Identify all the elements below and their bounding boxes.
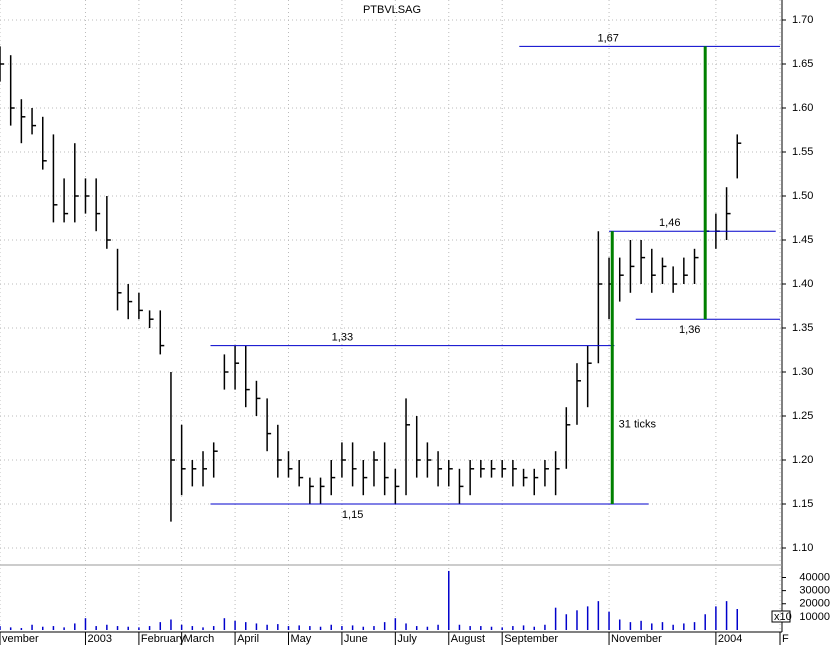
x-tick-label: August — [451, 633, 485, 645]
x-tick-label: 2004 — [718, 633, 742, 645]
x-tick-label: March — [184, 633, 215, 645]
y-tick-label: 1.55 — [792, 146, 813, 158]
y-tick-label: 1.25 — [792, 410, 813, 422]
level-label: 1,36 — [679, 324, 700, 336]
y-tick-label: 1.70 — [792, 14, 813, 26]
y-tick-label: 1.30 — [792, 366, 813, 378]
y-tick-label: 1.60 — [792, 102, 813, 114]
y-tick-label: 1.65 — [792, 58, 813, 70]
volume-tick-label: 10000 — [799, 611, 830, 623]
y-tick-label: 1.15 — [792, 498, 813, 510]
y-tick-label: 1.10 — [792, 542, 813, 554]
volume-unit-box — [771, 610, 791, 623]
y-tick-label: 1.40 — [792, 278, 813, 290]
level-label: 1,15 — [342, 509, 363, 521]
x-tick-label: November — [611, 633, 662, 645]
note: 31 ticks — [619, 419, 657, 431]
level-label: 1,33 — [332, 332, 353, 344]
level-label: 1,46 — [659, 217, 680, 229]
x-tick-label: May — [290, 633, 311, 645]
y-tick-label: 1.20 — [792, 454, 813, 466]
volume-unit: x10 — [774, 611, 792, 623]
volume-tick-label: 30000 — [799, 585, 830, 597]
x-tick-label: June — [344, 633, 368, 645]
volume-tick-label: 20000 — [799, 598, 830, 610]
x-tick-label: September — [504, 633, 558, 645]
y-tick-label: 1.50 — [792, 190, 813, 202]
y-tick-label: 1.35 — [792, 322, 813, 334]
x-tick-label: 2003 — [87, 633, 111, 645]
level-label: 1,67 — [598, 32, 619, 44]
x-tick-label: July — [397, 633, 417, 645]
y-tick-label: 1.45 — [792, 234, 813, 246]
chart-title: PTBVLSAG — [363, 4, 421, 16]
volume-tick-label: 40000 — [799, 571, 830, 583]
x-tick-label: F — [782, 633, 789, 645]
x-tick-label: February — [141, 633, 186, 645]
x-tick-label: vember — [2, 633, 39, 645]
x-tick-label: April — [237, 633, 259, 645]
